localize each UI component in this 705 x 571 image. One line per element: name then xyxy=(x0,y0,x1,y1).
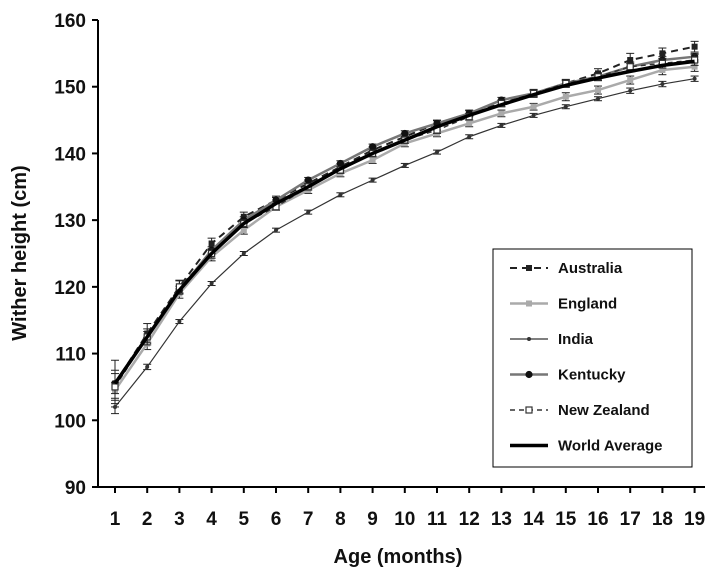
x-axis-title: Age (months) xyxy=(334,546,463,568)
data-point xyxy=(369,157,376,164)
data-point xyxy=(240,227,247,234)
y-tick-label: 150 xyxy=(54,78,86,99)
data-point xyxy=(208,240,215,247)
data-point xyxy=(691,63,698,70)
data-point xyxy=(660,82,665,87)
data-point xyxy=(499,123,504,128)
data-point xyxy=(306,210,311,215)
legend-label: New Zealand xyxy=(558,402,650,419)
data-point xyxy=(435,150,439,155)
y-tick-label: 160 xyxy=(54,11,86,32)
data-point xyxy=(467,134,472,139)
x-tick-label: 7 xyxy=(303,509,314,530)
data-point xyxy=(692,76,697,81)
data-point xyxy=(530,103,537,110)
data-point xyxy=(595,87,601,94)
legend-box xyxy=(492,248,693,468)
legend-label: India xyxy=(558,331,594,348)
legend-item: Australia xyxy=(510,260,623,277)
legend-marker xyxy=(525,406,533,414)
data-point xyxy=(177,319,182,324)
x-tick-label: 9 xyxy=(367,509,378,530)
y-axis-title: Wither height (cm) xyxy=(9,165,31,340)
legend-label: World Average xyxy=(558,438,662,455)
data-point xyxy=(401,129,409,138)
x-tick-label: 12 xyxy=(459,509,480,530)
data-point xyxy=(659,50,666,57)
data-point xyxy=(626,63,634,71)
data-point xyxy=(338,192,343,197)
x-tick-label: 16 xyxy=(587,509,608,530)
data-point xyxy=(402,163,407,168)
legend-label: Australia xyxy=(558,260,623,277)
data-point xyxy=(241,251,246,256)
data-point xyxy=(596,96,600,101)
x-tick-label: 11 xyxy=(427,509,448,530)
legend: Australia England India Kentucky New Zealand… xyxy=(492,248,693,468)
data-point xyxy=(627,57,634,64)
legend-item: World Average xyxy=(510,438,662,455)
series-world-average xyxy=(113,59,695,385)
x-tick-label: 19 xyxy=(684,509,705,530)
x-tick-label: 5 xyxy=(239,509,250,530)
legend-item: England xyxy=(510,296,617,313)
axes xyxy=(97,20,705,488)
legend-marker xyxy=(526,300,532,307)
series-layer xyxy=(111,40,699,415)
data-point xyxy=(336,159,344,168)
y-tick-label: 110 xyxy=(55,345,86,366)
series-india xyxy=(111,75,699,415)
data-point xyxy=(691,43,698,50)
data-point xyxy=(628,88,633,93)
data-point xyxy=(209,281,214,286)
x-tick-label: 15 xyxy=(555,509,577,530)
data-point xyxy=(498,110,505,117)
data-point xyxy=(562,93,569,100)
legend-item: Kentucky xyxy=(510,367,626,384)
data-point xyxy=(274,228,278,233)
x-tick-label: 10 xyxy=(394,509,415,530)
data-point xyxy=(113,404,117,409)
legend-label: Kentucky xyxy=(558,367,626,384)
x-tick-label: 2 xyxy=(142,509,153,530)
series-line xyxy=(113,59,695,385)
data-point xyxy=(304,176,312,184)
y-tick-label: 90 xyxy=(65,478,86,499)
y-ticks: 90 100 110 120 130 140 150 160 xyxy=(54,11,98,499)
data-point xyxy=(369,143,377,151)
legend-label: England xyxy=(558,296,617,313)
x-tick-label: 18 xyxy=(652,509,673,530)
x-tick-label: 1 xyxy=(110,509,121,530)
data-point xyxy=(627,77,634,84)
data-point xyxy=(466,120,473,127)
legend-items: Australia England India Kentucky New Zealand… xyxy=(510,260,662,455)
x-tick-label: 17 xyxy=(620,509,641,530)
x-tick-label: 6 xyxy=(271,509,282,530)
x-tick-label: 4 xyxy=(206,509,217,530)
y-tick-label: 100 xyxy=(54,411,86,432)
data-point xyxy=(659,67,666,74)
x-tick-label: 13 xyxy=(491,509,512,530)
legend-item: India xyxy=(510,331,594,348)
y-tick-label: 140 xyxy=(54,144,86,165)
data-point xyxy=(370,178,375,183)
legend-marker xyxy=(525,370,533,379)
x-ticks: 1 2 3 4 5 6 7 8 9 10 11 12 13 14 15 16 17 18 19 xyxy=(110,487,705,530)
legend-item: New Zealand xyxy=(510,402,650,419)
y-tick-label: 120 xyxy=(54,278,86,299)
x-tick-label: 8 xyxy=(335,509,346,530)
legend-marker xyxy=(526,265,532,271)
data-point xyxy=(531,113,536,118)
x-tick-label: 3 xyxy=(174,509,185,530)
data-point xyxy=(145,364,150,369)
y-tick-label: 130 xyxy=(54,211,86,232)
x-tick-label: 14 xyxy=(523,509,545,530)
data-point xyxy=(563,104,568,109)
legend-marker xyxy=(527,337,531,341)
data-point xyxy=(111,383,119,391)
